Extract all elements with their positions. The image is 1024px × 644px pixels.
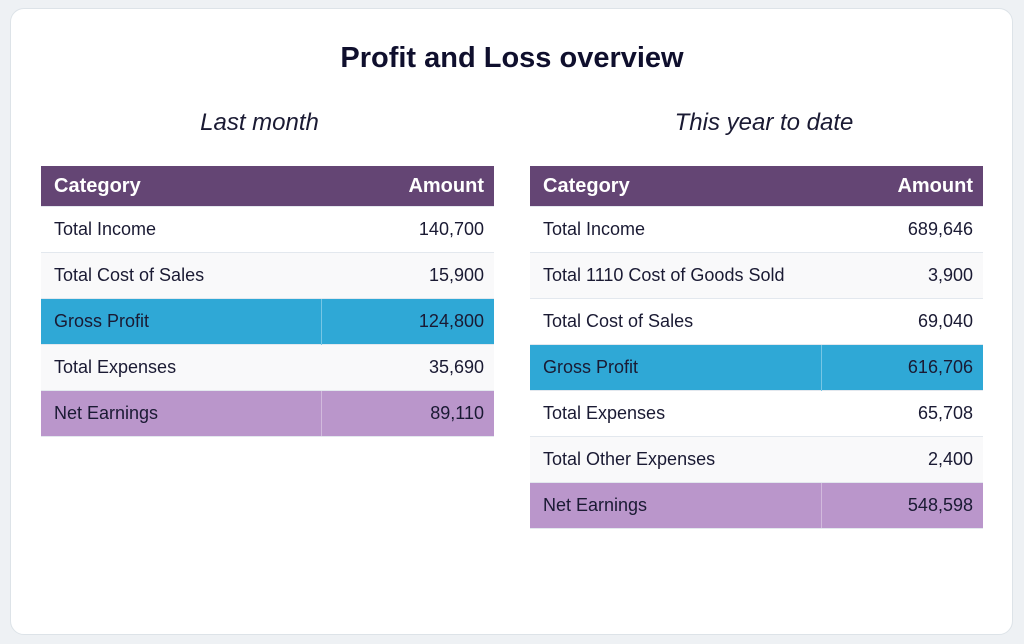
amount-cell: 3,900: [821, 252, 983, 299]
last-month-subtitle: Last month: [200, 109, 319, 136]
category-cell: Total Expenses: [41, 344, 321, 391]
column-header-category: Category: [530, 166, 821, 207]
column-header-amount: Amount: [821, 166, 983, 207]
amount-cell: 69,040: [821, 298, 983, 345]
net-earnings-row: Net Earnings 89,110: [41, 390, 494, 437]
amount-cell: 65,708: [821, 390, 983, 437]
page-title: Profit and Loss overview: [340, 42, 684, 74]
category-cell: Total Income: [530, 206, 821, 253]
amount-cell: 89,110: [320, 390, 494, 437]
table-row: Total Expenses 65,708: [530, 390, 983, 437]
category-cell: Gross Profit: [41, 298, 321, 345]
amount-cell: 548,598: [820, 482, 983, 529]
ytd-subtitle: This year to date: [674, 109, 854, 136]
amount-cell: 35,690: [321, 344, 494, 391]
table-row: Total Cost of Sales 69,040: [530, 298, 983, 345]
category-cell: Total Cost of Sales: [41, 252, 321, 299]
amount-cell: 140,700: [321, 206, 494, 253]
amount-cell: 15,900: [321, 252, 494, 299]
category-cell: Total Expenses: [530, 390, 821, 437]
category-cell: Total Other Expenses: [530, 436, 821, 483]
category-cell: Total Income: [41, 206, 321, 253]
column-header-amount: Amount: [321, 166, 494, 207]
table-row: Total Income 140,700: [41, 206, 494, 253]
category-cell: Total 1110 Cost of Goods Sold: [530, 252, 821, 299]
table-row: Total Cost of Sales 15,900: [41, 252, 494, 299]
amount-cell: 616,706: [820, 344, 983, 391]
gross-profit-row: Gross Profit 616,706: [530, 344, 983, 391]
last-month-table: Category Amount Total Income 140,700 Tota…: [41, 166, 494, 437]
category-cell: Net Earnings: [41, 390, 321, 437]
column-header-category: Category: [41, 166, 321, 207]
net-earnings-row: Net Earnings 548,598: [530, 482, 983, 529]
category-cell: Gross Profit: [530, 344, 821, 391]
table-row: Total Expenses 35,690: [41, 344, 494, 391]
table-row: Total 1110 Cost of Goods Sold 3,900: [530, 252, 983, 299]
table-row: Total Other Expenses 2,400: [530, 436, 983, 483]
amount-cell: 2,400: [821, 436, 983, 483]
gross-profit-row: Gross Profit 124,800: [41, 298, 494, 345]
category-cell: Net Earnings: [530, 482, 821, 529]
ytd-table: Category Amount Total Income 689,646 Tota…: [530, 166, 983, 529]
category-cell: Total Cost of Sales: [530, 298, 821, 345]
amount-cell: 124,800: [320, 298, 494, 345]
table-row: Total Income 689,646: [530, 206, 983, 253]
amount-cell: 689,646: [821, 206, 983, 253]
